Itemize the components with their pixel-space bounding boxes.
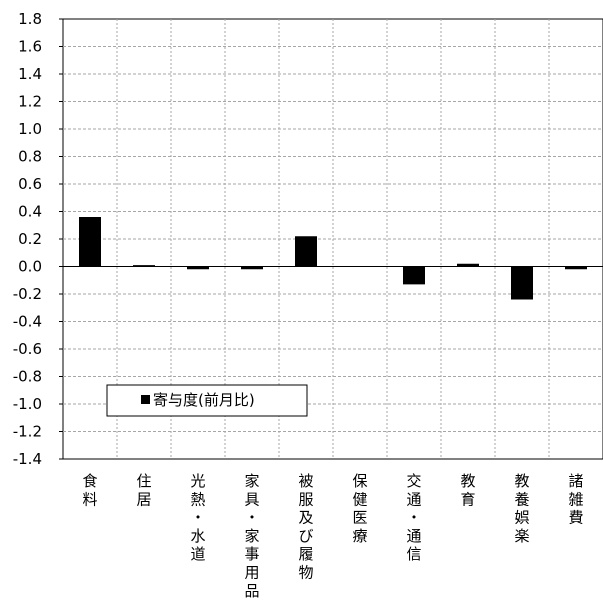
- y-tick-label: 0.2: [18, 230, 42, 248]
- y-tick-label: 1.6: [18, 38, 42, 56]
- y-tick-label: -1.0: [13, 395, 42, 413]
- legend-swatch: [141, 395, 150, 404]
- x-category-label: 保健医療: [352, 472, 367, 545]
- bar: [133, 265, 155, 267]
- bar: [79, 217, 101, 267]
- y-tick-label: -1.2: [13, 423, 42, 441]
- y-tick-label: 1.8: [18, 10, 42, 28]
- x-category-label: 教育: [460, 472, 475, 508]
- y-tick-label: 0.8: [18, 148, 42, 166]
- y-tick-label: -1.4: [13, 450, 42, 468]
- y-tick-label: -0.6: [13, 340, 42, 358]
- y-tick-label: -0.2: [13, 285, 42, 303]
- legend-box: [106, 384, 308, 417]
- x-category-label: 諸雑費: [568, 472, 583, 527]
- x-category-label: 交通・通信: [406, 472, 421, 563]
- y-tick-label: 0.4: [18, 203, 42, 221]
- y-tick-label: 1.4: [18, 65, 42, 83]
- x-category-label: 住居: [136, 472, 151, 508]
- bar: [187, 266, 209, 270]
- bar: [565, 266, 587, 270]
- y-tick-label: 0.0: [18, 258, 42, 276]
- x-category-label: 光熱・水道: [190, 472, 205, 563]
- y-tick-label: 0.6: [18, 175, 42, 193]
- bar: [241, 266, 263, 270]
- x-category-label: 教養娯楽: [514, 472, 529, 545]
- x-category-label: 食料: [82, 472, 97, 508]
- bar: [295, 236, 317, 267]
- y-tick-label: 1.2: [18, 93, 42, 111]
- x-category-label: 被服及び履物: [298, 472, 313, 582]
- bar: [403, 266, 425, 285]
- x-category-label: 家具・家事用品: [244, 472, 259, 600]
- legend-label: 寄与度(前月比): [153, 391, 255, 409]
- y-tick-label: -0.4: [13, 313, 42, 331]
- bar: [457, 263, 479, 267]
- y-tick-label: 1.0: [18, 120, 42, 138]
- bar: [511, 266, 533, 300]
- y-tick-label: -0.8: [13, 368, 42, 386]
